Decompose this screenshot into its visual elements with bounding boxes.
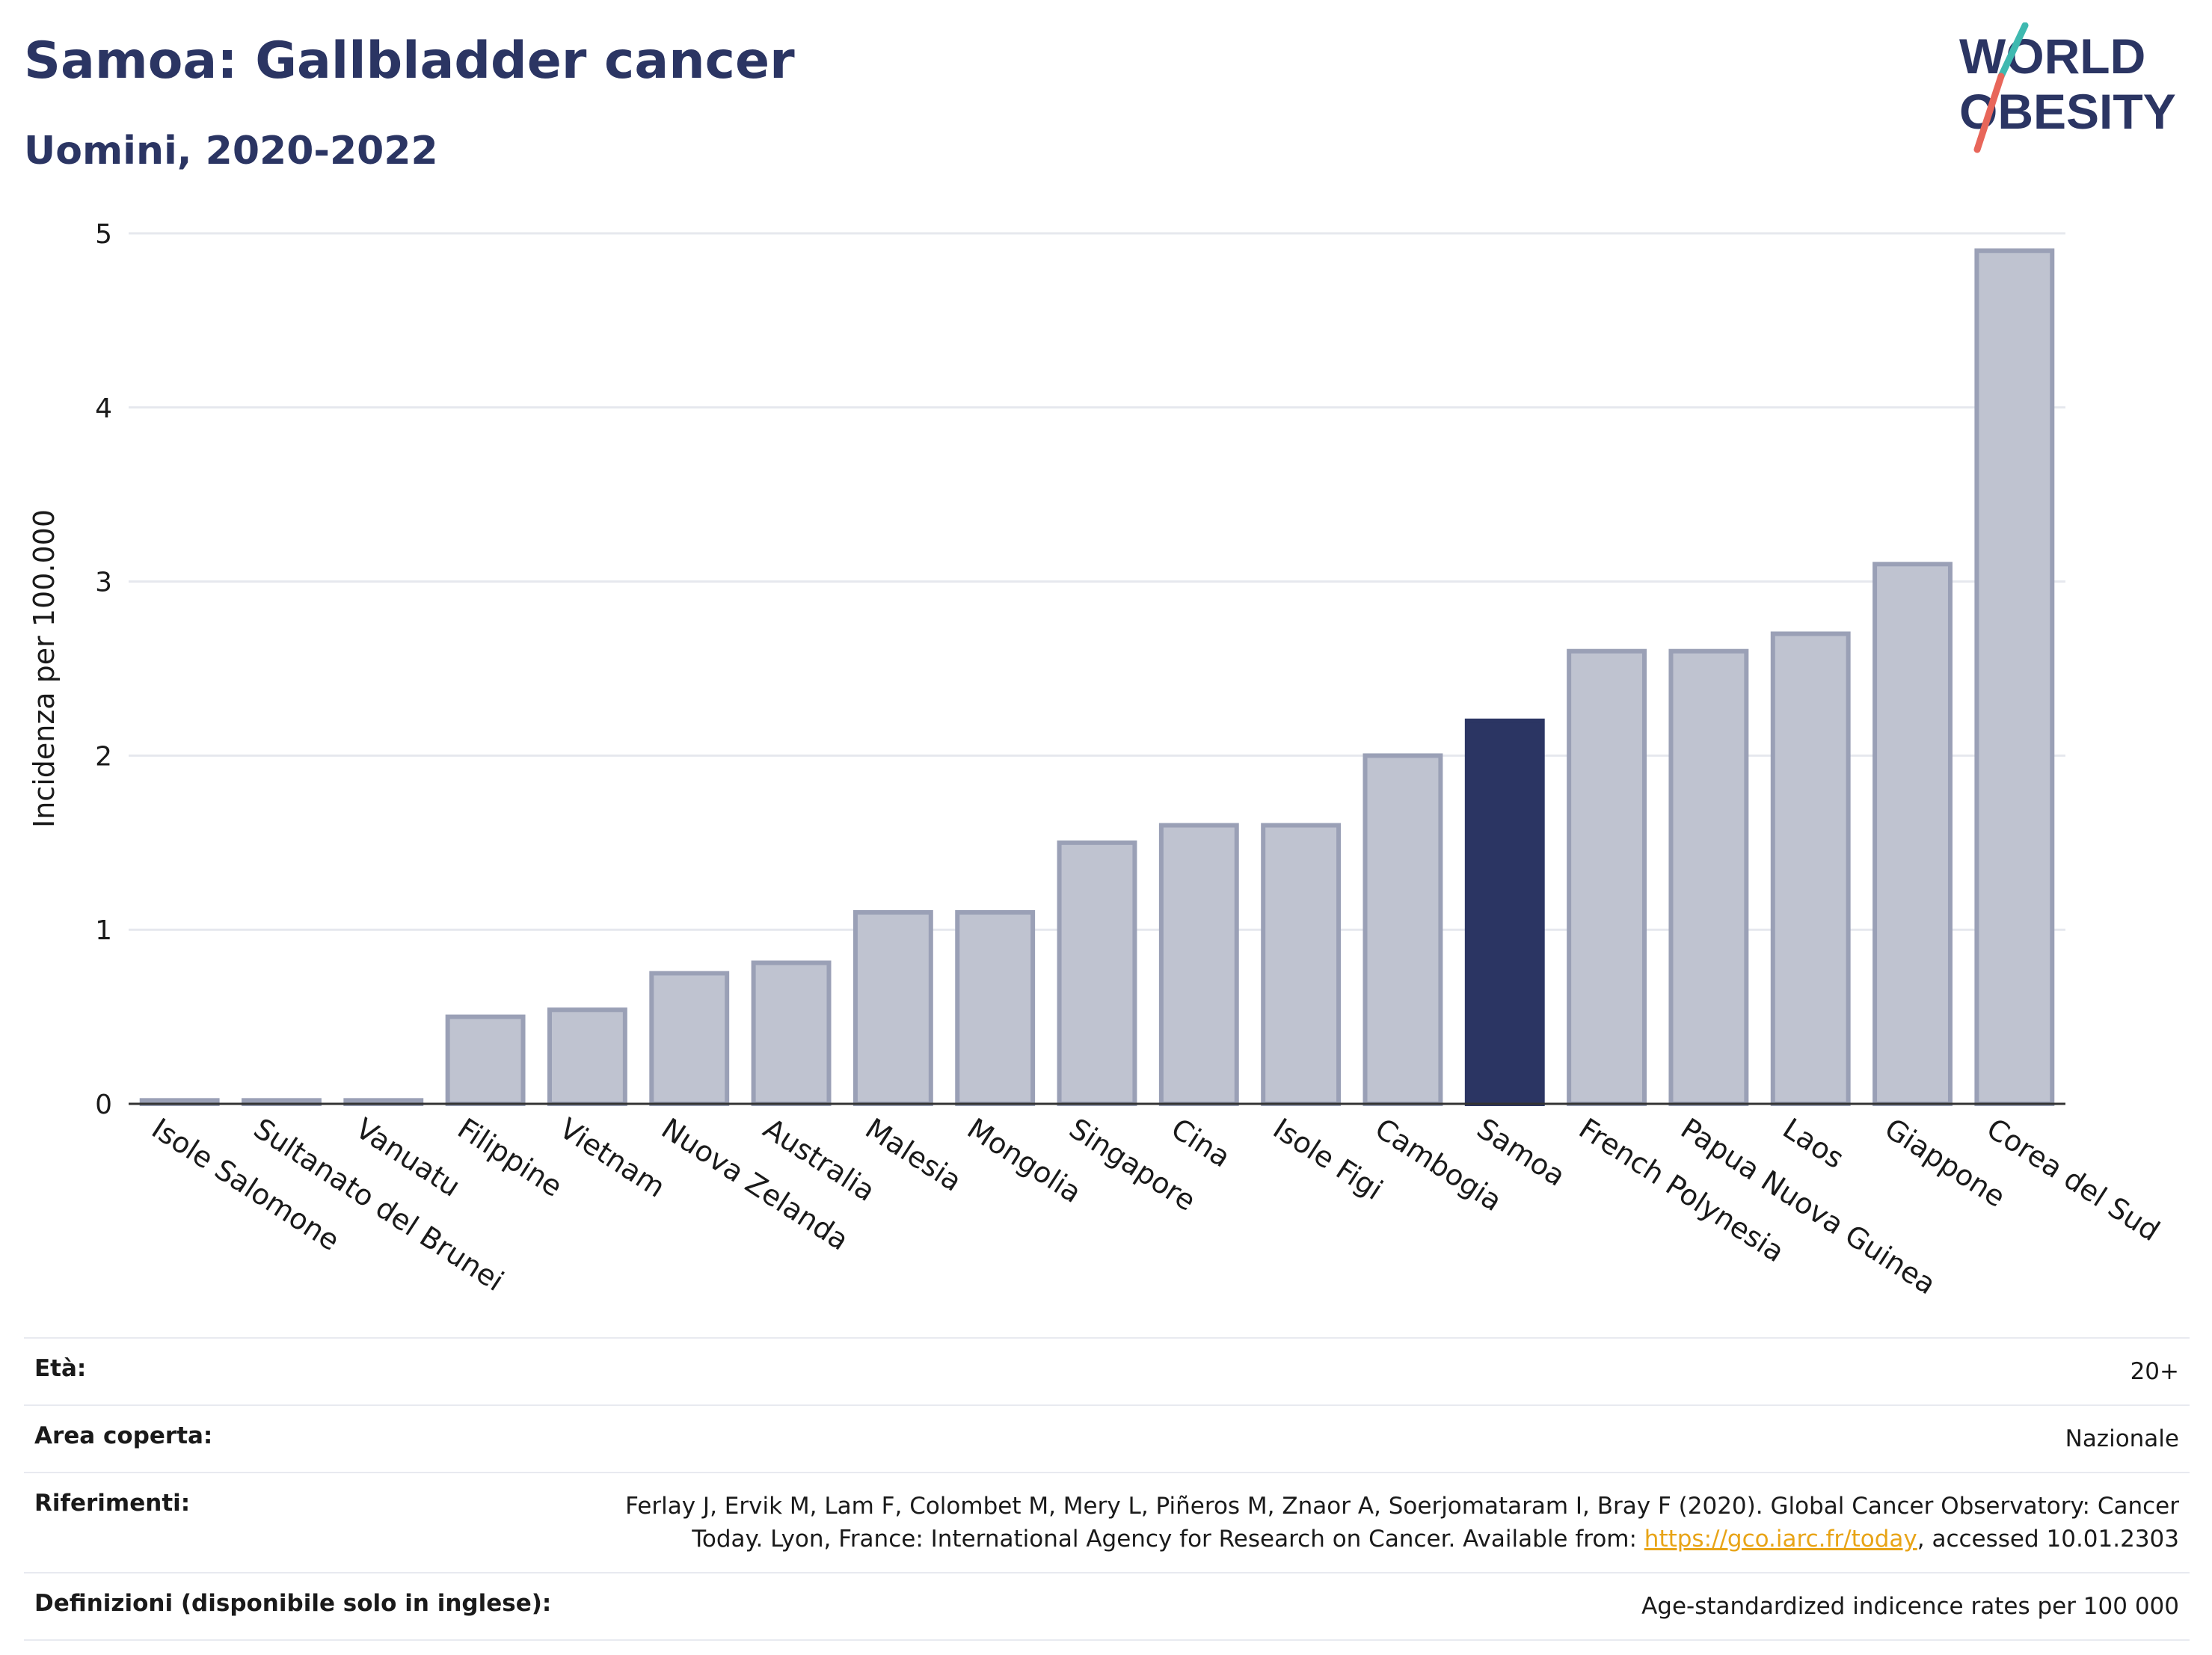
- y-tick-label: 2: [95, 741, 112, 772]
- bar: [1872, 562, 1953, 1106]
- x-tick-label: Nuova Zelanda: [656, 1112, 855, 1257]
- bar: [649, 971, 730, 1107]
- bar: [1057, 840, 1137, 1107]
- bar: [547, 1007, 627, 1106]
- y-axis-ticks: 0 1 2 3 4 5: [95, 219, 112, 1120]
- x-tick-label: Isole Salomone: [146, 1112, 345, 1257]
- meta-label: Età:: [24, 1337, 568, 1405]
- reference-line1: Ferlay J, Ervik M, Lam F, Colombet M, Me…: [625, 1493, 2179, 1520]
- world-obesity-logo: WORLD OBESITY: [1959, 22, 2176, 153]
- bar: [1261, 823, 1342, 1107]
- meta-row-age: Età: 20+: [24, 1337, 2190, 1405]
- y-tick-label: 0: [95, 1090, 112, 1120]
- meta-label: Area coperta:: [24, 1404, 568, 1473]
- bar: [1668, 648, 1749, 1106]
- page-title: Samoa: Gallbladder cancer: [24, 31, 795, 90]
- bar: [1464, 718, 1545, 1106]
- bar: [852, 909, 933, 1107]
- page-subtitle: Uomini, 2020-2022: [24, 129, 438, 174]
- meta-label: Definizioni (disponibile solo in inglese…: [24, 1572, 568, 1641]
- meta-row-area: Area coperta: Nazionale: [24, 1404, 2190, 1473]
- y-tick-label: 3: [95, 568, 112, 598]
- bar: [1158, 823, 1239, 1107]
- bars: [139, 248, 2055, 1107]
- y-axis-label: Incidenza per 100.000: [28, 509, 61, 828]
- reference-line2: Today. Lyon, France: International Agenc…: [692, 1526, 1644, 1553]
- reference-accessed: , accessed 10.01.2303: [1917, 1526, 2179, 1553]
- meta-label: Riferimenti:: [24, 1472, 568, 1573]
- x-tick-label: Isole Figi: [1268, 1112, 1389, 1207]
- bar: [1974, 248, 2055, 1106]
- x-tick-label: Vietnam: [554, 1112, 672, 1204]
- metadata-table: Età: 20+ Area coperta: Nazionale Riferim…: [24, 1337, 2190, 1641]
- reference-link[interactable]: https://gco.iarc.fr/today: [1644, 1526, 1917, 1553]
- x-tick-label: Corea del Sud: [1981, 1112, 2166, 1248]
- meta-value: 20+: [568, 1337, 2190, 1405]
- bar: [955, 909, 1036, 1107]
- bar: [445, 1014, 526, 1106]
- x-tick-label: Filippine: [452, 1112, 568, 1203]
- y-tick-label: 1: [95, 915, 112, 946]
- bar: [1770, 631, 1851, 1106]
- x-tick-label: Mongolia: [962, 1112, 1087, 1210]
- bar: [1567, 648, 1647, 1106]
- bar: [1362, 753, 1443, 1107]
- x-tick-label: Laos: [1777, 1112, 1849, 1176]
- logo-line1: WORLD: [1959, 28, 2145, 84]
- y-tick-label: 4: [95, 393, 112, 424]
- meta-row-references: Riferimenti: Ferlay J, Ervik M, Lam F, C…: [24, 1472, 2190, 1573]
- meta-row-definitions: Definizioni (disponibile solo in inglese…: [24, 1572, 2190, 1641]
- y-tick-label: 5: [95, 219, 112, 250]
- bar: [751, 960, 832, 1106]
- meta-value: Nazionale: [568, 1404, 2190, 1473]
- x-tick-label: Cina: [1165, 1112, 1236, 1174]
- meta-value: Age-standardized indicence rates per 100…: [568, 1572, 2190, 1641]
